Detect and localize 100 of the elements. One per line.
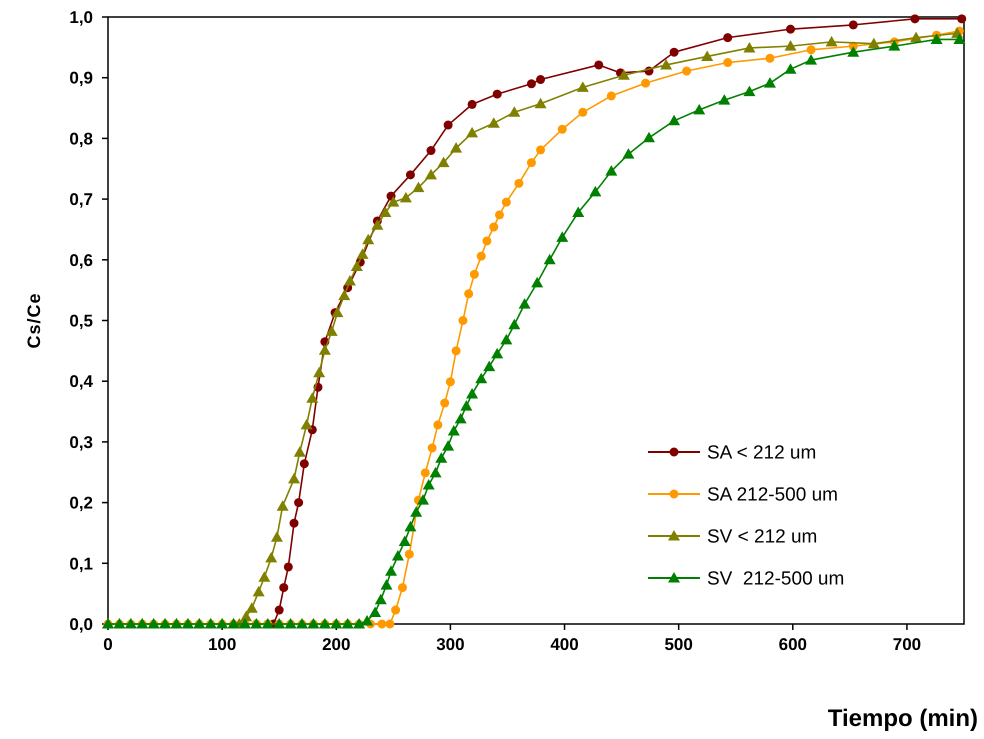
point bbox=[398, 583, 407, 592]
point bbox=[300, 459, 309, 468]
point bbox=[492, 90, 502, 99]
point bbox=[446, 377, 455, 386]
point bbox=[606, 91, 616, 100]
point bbox=[258, 571, 270, 582]
point bbox=[848, 20, 858, 30]
point bbox=[534, 98, 547, 108]
point bbox=[723, 58, 732, 68]
point bbox=[558, 124, 567, 134]
point bbox=[826, 36, 838, 46]
point bbox=[300, 418, 313, 430]
point bbox=[806, 45, 816, 54]
y-tick-label: 0,7 bbox=[69, 190, 93, 210]
point bbox=[356, 248, 369, 259]
point bbox=[371, 219, 384, 230]
point bbox=[290, 518, 299, 528]
point bbox=[246, 602, 258, 613]
point bbox=[404, 550, 414, 559]
point bbox=[682, 66, 692, 76]
point bbox=[526, 79, 536, 88]
y-tick-label: 0,8 bbox=[69, 129, 93, 148]
point bbox=[868, 38, 880, 48]
point bbox=[284, 562, 293, 572]
point bbox=[470, 270, 479, 279]
y-tick-label: 0,4 bbox=[69, 372, 94, 392]
point bbox=[265, 552, 278, 562]
point bbox=[344, 275, 356, 286]
point bbox=[723, 33, 732, 42]
point bbox=[426, 146, 436, 156]
point bbox=[514, 178, 524, 188]
x-tick-label: 300 bbox=[436, 635, 465, 654]
legend-label: SA 212-500 um bbox=[707, 484, 838, 506]
point bbox=[489, 222, 498, 232]
y-axis-title: Cs/Ce bbox=[24, 292, 44, 349]
point bbox=[350, 260, 363, 271]
x-axis-title: Tiempo (min) bbox=[828, 705, 978, 732]
legend-label: SA < 212 um bbox=[707, 442, 816, 464]
point bbox=[784, 40, 797, 51]
point bbox=[578, 108, 588, 117]
x-tick-label: 700 bbox=[892, 635, 922, 654]
point bbox=[488, 117, 500, 128]
y-tick-label: 1,0 bbox=[69, 8, 93, 27]
point bbox=[594, 60, 604, 70]
point bbox=[313, 366, 326, 378]
point bbox=[338, 290, 350, 300]
point bbox=[452, 346, 461, 356]
point bbox=[294, 446, 306, 457]
point bbox=[476, 252, 486, 261]
point bbox=[508, 106, 520, 117]
point bbox=[641, 78, 650, 88]
point bbox=[406, 170, 415, 180]
point bbox=[670, 48, 679, 57]
point bbox=[326, 325, 338, 336]
point bbox=[428, 443, 437, 452]
point bbox=[464, 289, 474, 298]
point bbox=[957, 14, 966, 24]
point bbox=[576, 81, 589, 92]
point bbox=[318, 344, 331, 355]
point bbox=[466, 126, 478, 138]
x-tick-label: 100 bbox=[208, 635, 236, 654]
point bbox=[420, 468, 430, 478]
point bbox=[910, 32, 922, 42]
point bbox=[743, 42, 756, 52]
point bbox=[482, 236, 492, 246]
point bbox=[660, 58, 672, 70]
point bbox=[331, 306, 344, 318]
point bbox=[618, 69, 630, 80]
y-tick-label: 0,1 bbox=[69, 554, 93, 574]
point bbox=[536, 145, 546, 154]
point bbox=[438, 156, 450, 168]
x-tick-label: 500 bbox=[664, 635, 693, 654]
point bbox=[494, 210, 504, 220]
point bbox=[433, 420, 442, 430]
point bbox=[458, 316, 468, 325]
x-tick-label: 200 bbox=[322, 635, 350, 654]
x-tick-label: 0 bbox=[103, 635, 113, 654]
point bbox=[391, 606, 400, 615]
legend-label: SV < 212 um bbox=[707, 526, 818, 548]
point bbox=[385, 620, 394, 628]
legend-label: SV 212-500 um bbox=[707, 568, 844, 590]
point bbox=[362, 234, 374, 244]
y-tick-label: 0,3 bbox=[69, 432, 93, 452]
point bbox=[288, 472, 300, 484]
point bbox=[306, 392, 318, 403]
point bbox=[536, 75, 546, 84]
point bbox=[276, 500, 289, 511]
point bbox=[444, 120, 453, 130]
point bbox=[765, 54, 774, 63]
y-tick-label: 0,2 bbox=[69, 494, 93, 513]
point bbox=[400, 192, 412, 202]
point bbox=[502, 198, 511, 207]
point bbox=[274, 606, 284, 615]
point bbox=[377, 620, 386, 628]
point bbox=[468, 100, 477, 109]
point bbox=[279, 583, 288, 592]
point bbox=[910, 14, 920, 24]
y-tick-label: 0,9 bbox=[69, 68, 93, 88]
point bbox=[424, 168, 437, 180]
y-tick-label: 0,5 bbox=[69, 311, 93, 330]
